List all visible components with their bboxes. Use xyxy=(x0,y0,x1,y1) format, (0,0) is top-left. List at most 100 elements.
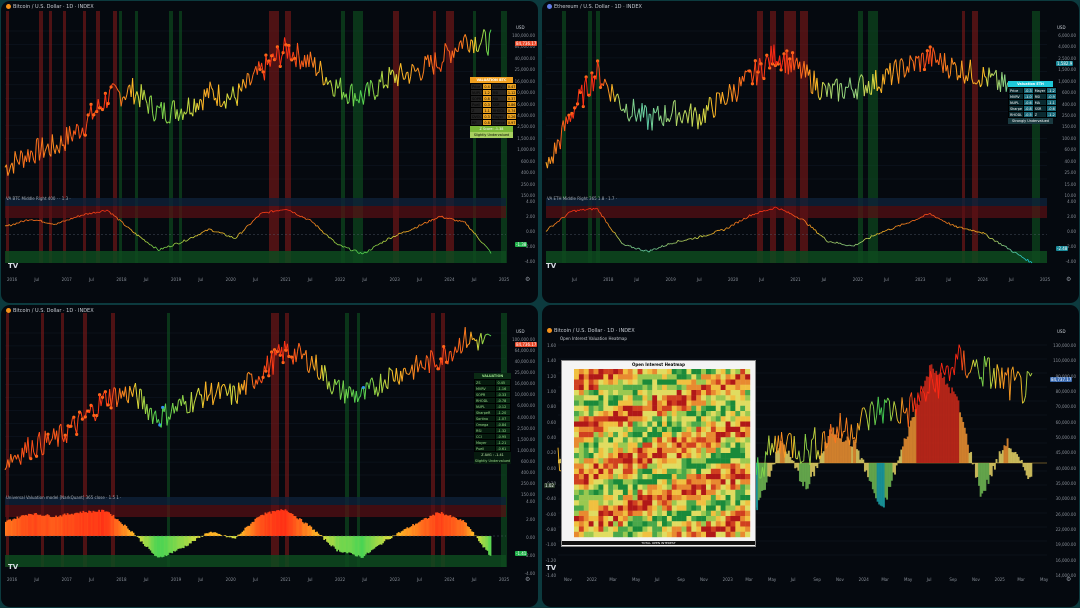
price-segment xyxy=(291,51,294,60)
oscillator-segment xyxy=(651,248,654,251)
price-segment xyxy=(278,49,281,67)
undervalued-band xyxy=(588,11,592,263)
table-score: Z Score: -1.38 xyxy=(470,126,513,132)
oscillator-bar xyxy=(214,532,217,536)
heatmap-cell xyxy=(632,516,638,522)
heatmap-cell xyxy=(666,416,672,422)
heatmap-cell xyxy=(627,453,633,459)
heatmap-cell xyxy=(745,426,751,433)
heatmap-cell xyxy=(657,495,663,501)
price-segment xyxy=(185,111,188,115)
price-segment xyxy=(169,109,172,124)
heatmap-cell xyxy=(642,468,648,475)
heatmap-cell xyxy=(574,516,580,522)
oi-bar xyxy=(1030,463,1033,477)
price-segment xyxy=(352,93,356,107)
heatmap-cell xyxy=(730,395,736,401)
heatmap-cell xyxy=(725,505,731,511)
heatmap-cell xyxy=(745,400,751,406)
price-segment xyxy=(163,102,167,121)
oscillator-bar xyxy=(30,514,33,536)
price-segment xyxy=(42,453,44,456)
oscillator-segment xyxy=(297,214,300,217)
heatmap-cell xyxy=(740,516,746,522)
oscillator-segment xyxy=(584,209,587,211)
oscillator-bar xyxy=(220,534,222,536)
heatmap-cell xyxy=(574,500,580,506)
heatmap-cell xyxy=(603,484,609,490)
heatmap-cell xyxy=(662,521,668,527)
heatmap-cell xyxy=(588,426,594,433)
price-segment xyxy=(961,350,965,371)
price-segment xyxy=(934,52,937,63)
gear-icon[interactable]: ⚙ xyxy=(1066,276,1072,283)
oscillator-segment xyxy=(892,227,895,230)
oscillator-segment xyxy=(7,224,10,226)
axis-tick-label: 2022 xyxy=(335,577,346,582)
price-segment xyxy=(60,424,63,438)
price-segment xyxy=(143,396,146,414)
oi-bar xyxy=(764,463,766,490)
axis-tick-label: -4.00 xyxy=(1065,259,1076,264)
heatmap-cell xyxy=(745,379,751,385)
heatmap-cell xyxy=(720,421,726,427)
price-segment xyxy=(20,447,23,465)
heatmap-cell xyxy=(706,379,712,385)
price-segment xyxy=(263,55,267,81)
oscillator-bar xyxy=(314,532,317,536)
oscillator-segment xyxy=(737,220,740,224)
oscillator-segment xyxy=(554,222,557,225)
price-segment xyxy=(418,73,422,81)
price-segment xyxy=(977,369,981,380)
oi-bar xyxy=(843,441,846,463)
table-cell: Z xyxy=(1032,111,1048,118)
price-segment xyxy=(1015,371,1019,377)
price-segment xyxy=(806,448,809,452)
heatmap-cell xyxy=(666,379,672,385)
gear-icon[interactable]: ⚙ xyxy=(525,276,531,283)
heatmap-cell xyxy=(686,479,692,485)
heatmap-cell xyxy=(730,479,736,485)
price-segment xyxy=(258,376,261,381)
heatmap-cell xyxy=(715,400,721,406)
price-segment xyxy=(723,99,726,105)
heatmap-cell xyxy=(578,379,584,385)
heatmap-cell xyxy=(583,374,589,380)
table-title: VALUATION xyxy=(474,373,511,379)
heatmap-cell xyxy=(686,474,692,480)
heatmap-cell xyxy=(608,500,614,506)
gear-icon[interactable]: ⚙ xyxy=(525,576,531,583)
oscillator-bar xyxy=(142,536,145,544)
oscillator-bar xyxy=(91,512,93,536)
oscillator-bar xyxy=(339,536,341,552)
heatmap-cell xyxy=(740,400,746,406)
axis-tick-label: 19,000.00 xyxy=(1055,542,1076,548)
oscillator-segment xyxy=(130,229,133,233)
oscillator-segment xyxy=(355,250,359,253)
heatmap-cell xyxy=(647,505,653,511)
heatmap-cell xyxy=(730,411,736,417)
price-segment xyxy=(691,112,695,127)
axis-tick-label: 16,000.00 xyxy=(1055,557,1076,563)
price-segment xyxy=(760,467,763,479)
heatmap-cell xyxy=(622,495,628,501)
heatmap-cell xyxy=(657,416,663,422)
price-segment xyxy=(391,370,395,381)
heatmap-cell xyxy=(725,421,731,427)
oscillator-bar xyxy=(379,536,382,545)
oscillator-segment xyxy=(270,210,272,212)
price-segment xyxy=(323,83,325,86)
heatmap-cell xyxy=(652,379,658,385)
oscillator-segment xyxy=(318,227,321,231)
heatmap-cell xyxy=(603,405,609,412)
heatmap-cell xyxy=(715,489,721,496)
heatmap-cell xyxy=(632,369,638,375)
heatmap-cell xyxy=(710,416,716,422)
heatmap-cell xyxy=(662,500,668,506)
gear-icon[interactable]: ⚙ xyxy=(1066,576,1072,583)
axis-tick-label: Mar xyxy=(745,577,753,582)
table-cell: 0.97 xyxy=(505,119,518,126)
oscillator-segment xyxy=(321,230,324,234)
heatmap-cell xyxy=(715,479,721,485)
oscillator-axis: 4.00 2.00 0.00 -2.00 -4.00 xyxy=(491,199,535,264)
